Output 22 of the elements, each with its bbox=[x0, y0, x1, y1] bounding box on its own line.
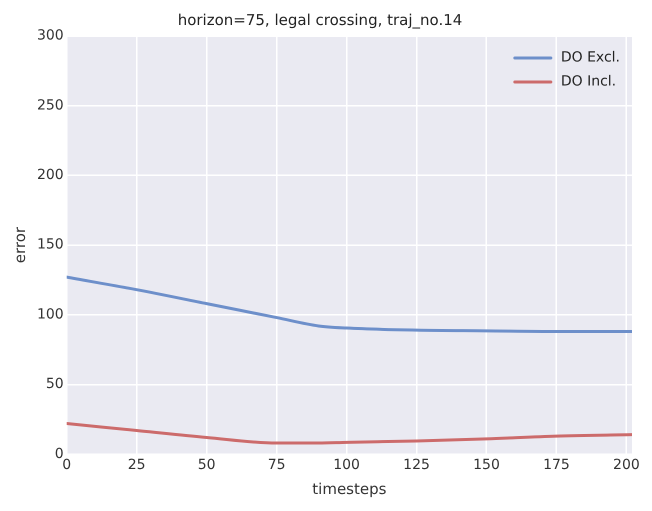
x-tick-label: 175 bbox=[543, 457, 570, 474]
y-tick-label: 200 bbox=[36, 167, 64, 184]
y-tick-label: 0 bbox=[54, 446, 64, 462]
x-axis-title: timesteps bbox=[312, 480, 387, 498]
line-series bbox=[66, 422, 632, 445]
x-tick-label: 125 bbox=[403, 457, 430, 474]
x-tick-label: 50 bbox=[198, 457, 216, 474]
y-tick-label: 150 bbox=[36, 236, 64, 253]
y-axis-title: error bbox=[10, 226, 29, 264]
x-tick-label: 75 bbox=[268, 457, 286, 474]
legend-label: DO Excl. bbox=[560, 50, 620, 66]
y-tick-label: 300 bbox=[36, 28, 64, 44]
x-tick-label: 200 bbox=[613, 457, 640, 474]
y-tick-label: 250 bbox=[36, 97, 64, 114]
y-tick-label: 100 bbox=[36, 306, 64, 322]
x-tick-label: 150 bbox=[473, 457, 500, 474]
legend-label: DO Incl. bbox=[560, 74, 616, 90]
x-tick-label: 25 bbox=[128, 457, 146, 474]
x-tick-label: 100 bbox=[333, 457, 360, 474]
line-series bbox=[66, 276, 632, 334]
y-tick-label: 50 bbox=[46, 376, 64, 392]
chart-title: horizon=75, legal crossing, traj_no.14 bbox=[178, 10, 462, 29]
